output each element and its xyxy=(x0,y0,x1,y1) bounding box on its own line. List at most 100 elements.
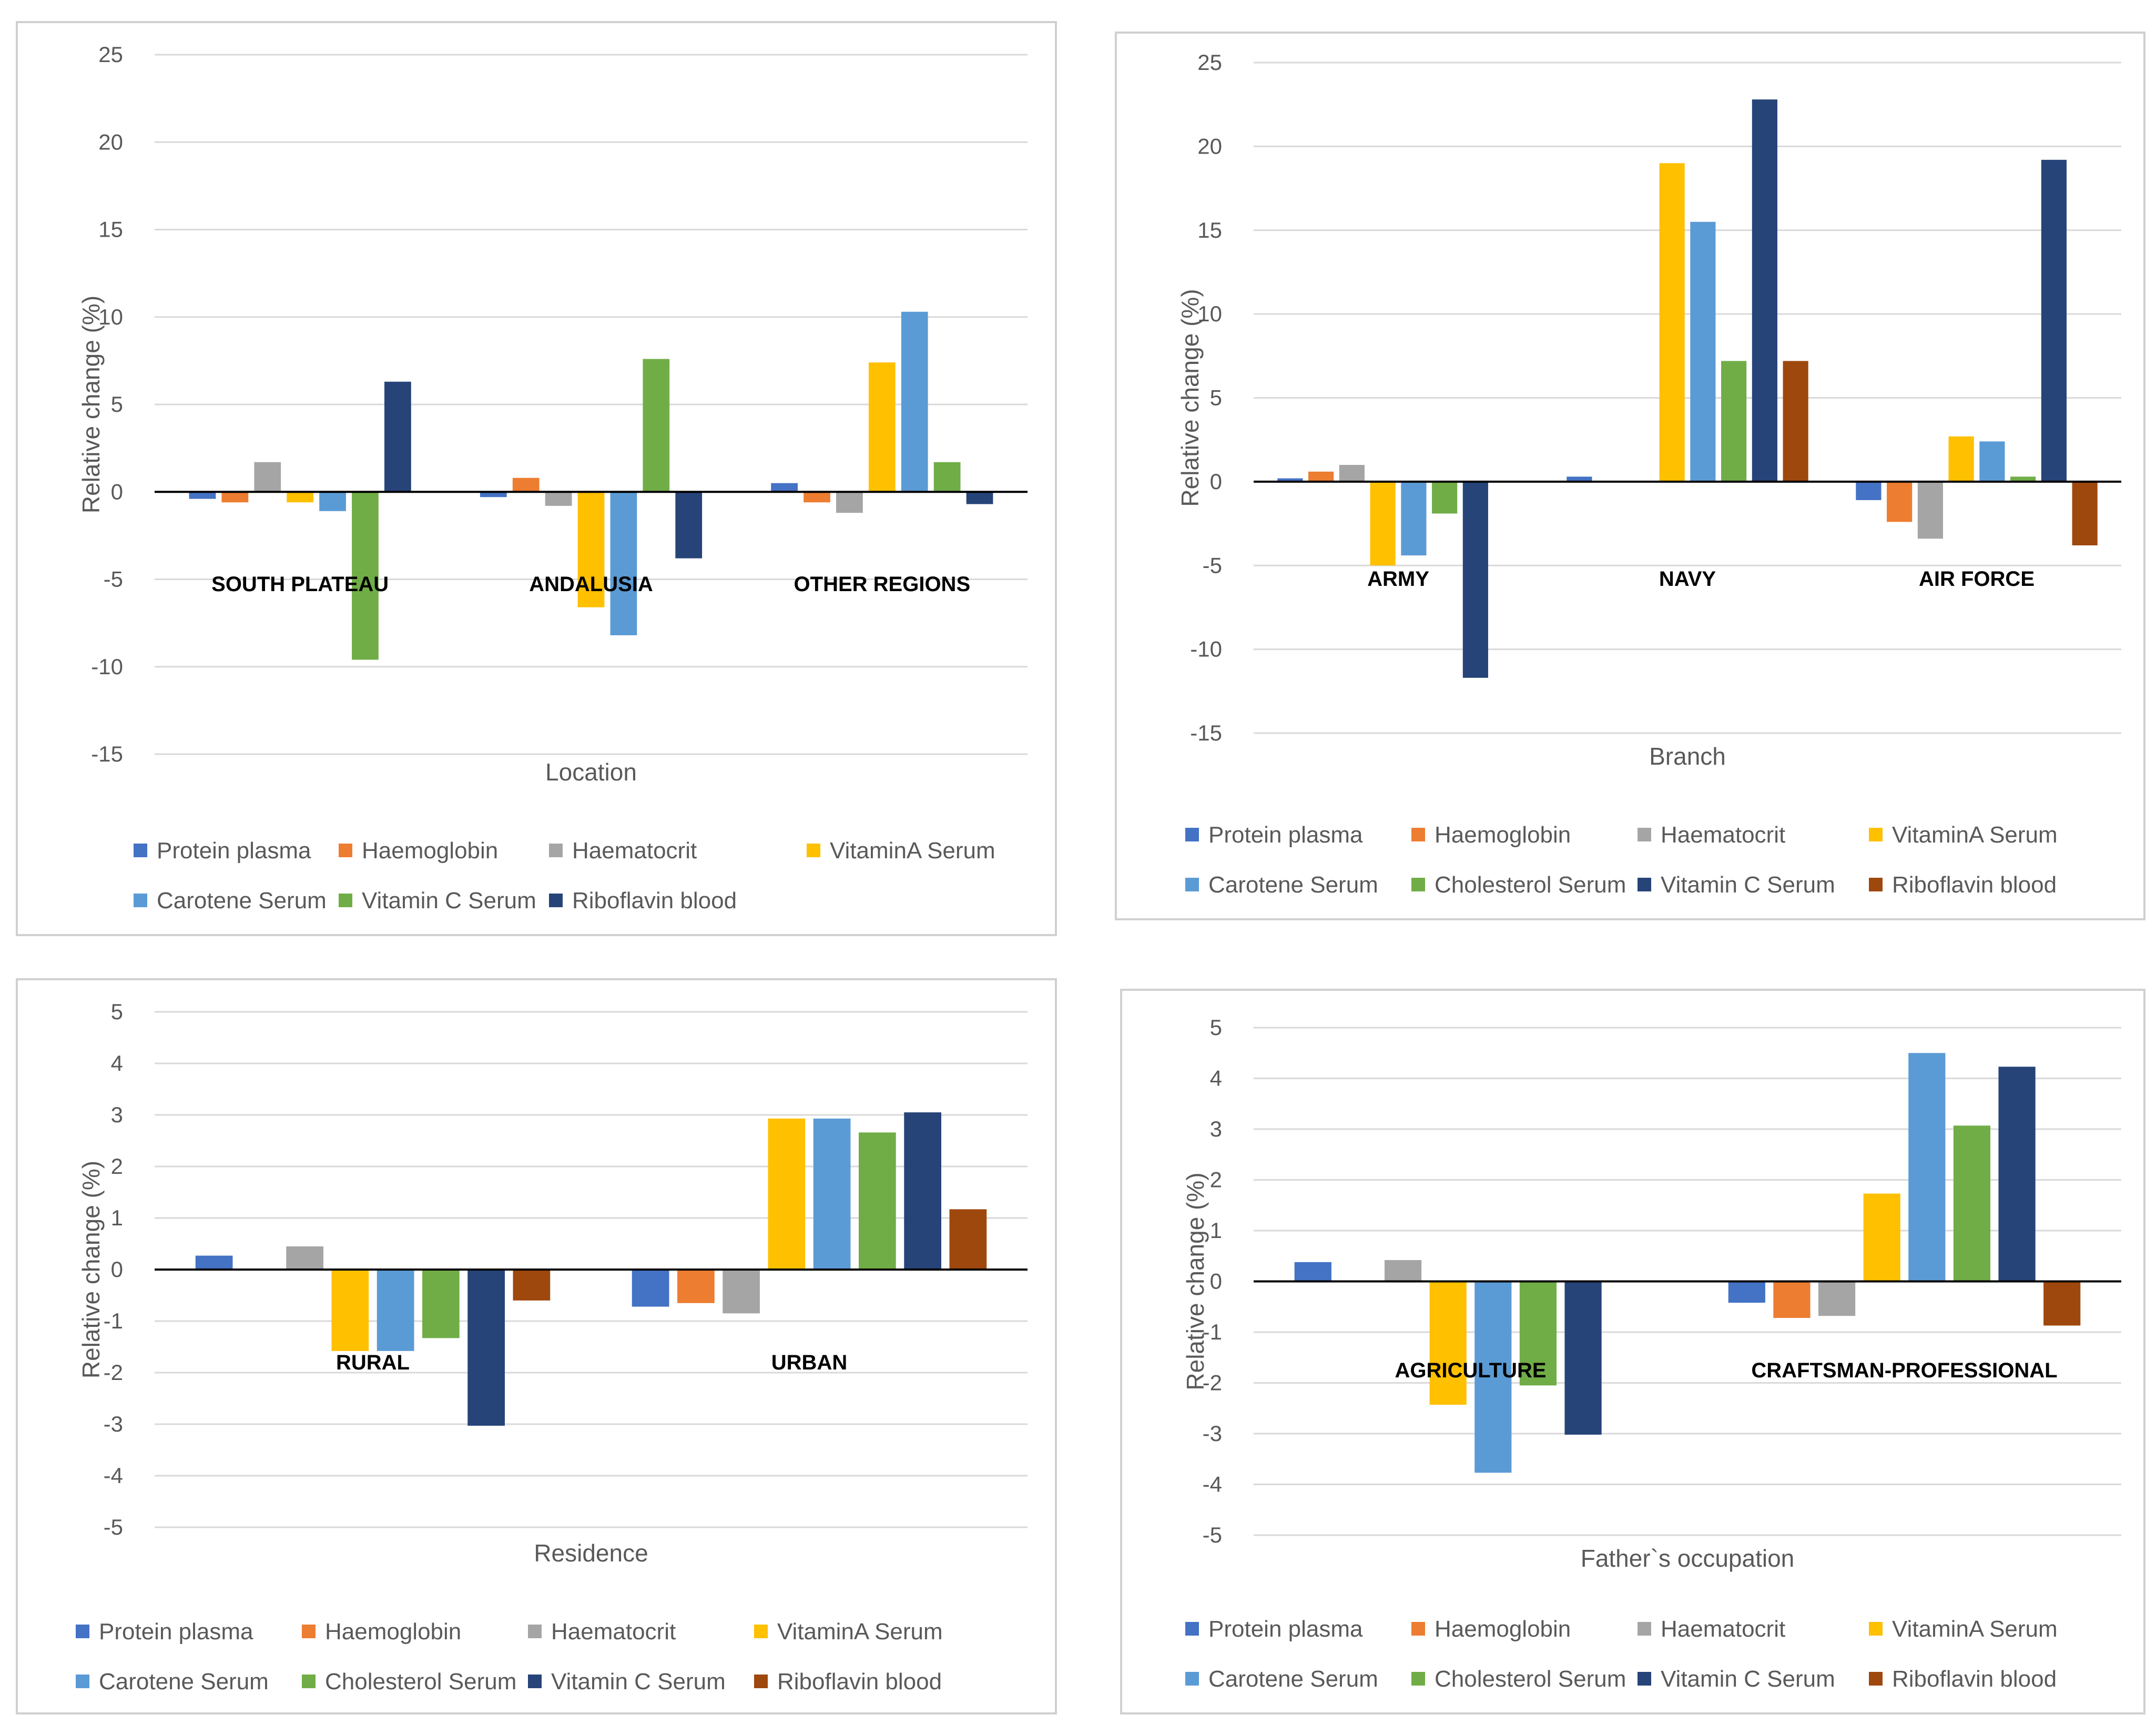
y-tick-label: -3 xyxy=(1203,1421,1222,1446)
bar-urban-cholesterol-serum xyxy=(859,1132,896,1270)
legend-label-haemoglobin: Haemoglobin xyxy=(1435,1616,1571,1642)
bar-agriculture-vitamin-c-serum xyxy=(1564,1281,1602,1435)
legend-label-carotene-serum: Carotene Serum xyxy=(1208,872,1378,898)
legend-swatch-carotene-serum xyxy=(134,894,147,907)
legend-swatch-haemoglobin xyxy=(1411,828,1425,841)
bar-navy-vitamina-serum xyxy=(1659,163,1685,482)
chart-fathers-occupation: -5 -4 -3 -2 -1 0 1 2 3 4 5 AGRICULTURE CRAFTSMAN-PRO… xyxy=(1182,1015,2121,1692)
y-tick-label: 25 xyxy=(98,42,123,67)
bar-agriculture-vitamina-serum xyxy=(1429,1281,1467,1405)
y-axis-title: Relative change (%) xyxy=(1182,1172,1209,1390)
x-axis-title: Residence xyxy=(534,1539,648,1567)
y-tick-label: -1 xyxy=(104,1308,123,1333)
bar-rural-cholesterol-serum xyxy=(422,1270,460,1338)
bar-agriculture-cholesterol-serum xyxy=(1519,1281,1557,1386)
y-tick-label: 4 xyxy=(111,1051,123,1075)
legend-label-carotene-serum: Carotene Serum xyxy=(1208,1666,1378,1692)
bar-other-regions-haematocrit xyxy=(836,492,863,513)
legend-swatch-haemoglobin xyxy=(302,1625,316,1638)
y-tick-label: 5 xyxy=(111,392,123,417)
y-tick-label: 15 xyxy=(98,217,123,242)
bar-south-plateau-protein-plasma xyxy=(189,492,216,499)
bar-air-force-haemoglobin xyxy=(1887,481,1913,522)
bar-urban-riboflavin-blood xyxy=(949,1209,987,1270)
bar-rural-riboflavin-blood xyxy=(513,1270,551,1301)
y-tick-label: 5 xyxy=(1210,385,1222,410)
bar-andalusia-riboflavin-blood xyxy=(675,492,703,559)
legend-swatch-haemoglobin xyxy=(339,844,352,857)
category-label-craftsman-professional: CRAFTSMAN-PROFESSIONAL xyxy=(1751,1359,2057,1382)
legend-swatch-haematocrit xyxy=(549,844,563,857)
y-tick-label: 25 xyxy=(1197,50,1222,75)
y-tick-label: -2 xyxy=(104,1360,123,1385)
bar-agriculture-protein-plasma xyxy=(1294,1262,1331,1282)
y-tick-label: 15 xyxy=(1197,218,1222,242)
category-label-south-plateau: SOUTH PLATEAU xyxy=(211,573,389,596)
legend-label-riboflavin-blood: Riboflavin blood xyxy=(1892,872,2057,898)
legend-swatch-protein-plasma xyxy=(1185,1622,1199,1636)
legend-swatch-protein-plasma xyxy=(76,1625,89,1638)
legend-swatch-riboflavin-blood xyxy=(754,1675,768,1688)
legend-label-vitamina-serum: VitaminA Serum xyxy=(830,838,995,864)
bar-army-haemoglobin xyxy=(1308,471,1334,482)
chart-panel-location: -15 -10 -5 0 5 10 15 20 25 SOUTH PLATEAU ANDALUSIA… xyxy=(16,21,1057,936)
legend-label-carotene-serum: Carotene Serum xyxy=(157,888,327,914)
y-tick-label: 3 xyxy=(111,1102,123,1127)
y-tick-label: -3 xyxy=(104,1412,123,1436)
y-tick-label: 2 xyxy=(1210,1168,1222,1192)
legend-label-haemoglobin: Haemoglobin xyxy=(325,1619,461,1645)
bar-south-plateau-vitamin-c-serum xyxy=(352,492,379,660)
bar-rural-carotene-serum xyxy=(377,1270,414,1351)
legend-swatch-carotene-serum xyxy=(1185,1672,1199,1686)
legend-swatch-vitamin-c-serum xyxy=(339,894,352,907)
category-label-other-regions: OTHER REGIONS xyxy=(794,573,971,596)
y-tick-label: -1 xyxy=(1203,1320,1222,1344)
y-tick-label: 1 xyxy=(111,1205,123,1230)
bar-air-force-haematocrit xyxy=(1917,481,1943,539)
category-label-rural: RURAL xyxy=(336,1351,410,1374)
category-label-urban: URBAN xyxy=(771,1351,847,1374)
y-tick-label: 3 xyxy=(1210,1117,1222,1141)
bar-south-plateau-riboflavin-blood xyxy=(384,381,411,492)
legend-label-protein-plasma: Protein plasma xyxy=(157,838,311,864)
y-tick-label: -4 xyxy=(1203,1472,1222,1497)
legend-label-haemoglobin: Haemoglobin xyxy=(1435,822,1571,848)
chart-residence: -5 -4 -3 -2 -1 0 1 2 3 4 5 RURAL URBAN Residence Relat… xyxy=(76,999,1028,1694)
y-tick-label: -2 xyxy=(1203,1371,1222,1395)
legend-label-riboflavin-blood: Riboflavin blood xyxy=(572,888,737,914)
legend-label-haematocrit: Haematocrit xyxy=(1661,1616,1785,1642)
bar-army-haematocrit xyxy=(1339,465,1365,482)
legend-label-protein-plasma: Protein plasma xyxy=(1208,1616,1363,1642)
bar-urban-protein-plasma xyxy=(632,1270,669,1307)
bar-urban-haemoglobin xyxy=(677,1270,715,1303)
legend-label-vitamin-c-serum: Vitamin C Serum xyxy=(1661,872,1835,898)
bar-andalusia-haemoglobin xyxy=(512,478,540,492)
legend-label-vitamin-c-serum: Vitamin C Serum xyxy=(362,888,536,914)
bar-rural-vitamina-serum xyxy=(331,1270,369,1351)
bar-rural-protein-plasma xyxy=(195,1255,233,1270)
legend-label-protein-plasma: Protein plasma xyxy=(1208,822,1363,848)
bar-navy-riboflavin-blood xyxy=(1783,361,1808,482)
legend-label-vitamin-c-serum: Vitamin C Serum xyxy=(1661,1666,1835,1692)
legend-label-cholesterol-serum: Cholesterol Serum xyxy=(325,1669,516,1694)
y-axis-title: Relative change (%) xyxy=(77,1161,105,1378)
legend-label-vitamina-serum: VitaminA Serum xyxy=(1892,822,2058,848)
bar-south-plateau-haematocrit xyxy=(254,462,281,492)
bar-air-force-cholesterol-serum xyxy=(2010,476,2036,482)
x-axis-title: Location xyxy=(545,758,637,786)
y-tick-label: 2 xyxy=(111,1154,123,1179)
bar-south-plateau-haemoglobin xyxy=(221,492,249,503)
y-tick-label: -5 xyxy=(1203,553,1222,577)
bar-other-regions-protein-plasma xyxy=(771,483,798,492)
legend-swatch-haemoglobin xyxy=(1411,1622,1425,1636)
bar-rural-haematocrit xyxy=(286,1246,323,1270)
bar-other-regions-riboflavin-blood xyxy=(966,492,993,504)
y-tick-label: 0 xyxy=(111,479,123,504)
legend-swatch-protein-plasma xyxy=(1185,828,1199,841)
legend-swatch-carotene-serum xyxy=(76,1675,89,1688)
bar-air-force-carotene-serum xyxy=(1979,441,2005,482)
legend-label-vitamina-serum: VitaminA Serum xyxy=(777,1619,943,1645)
bar-navy-vitamin-c-serum xyxy=(1752,99,1777,482)
legend-swatch-cholesterol-serum xyxy=(1411,878,1425,891)
legend-swatch-vitamina-serum xyxy=(1869,828,1883,841)
